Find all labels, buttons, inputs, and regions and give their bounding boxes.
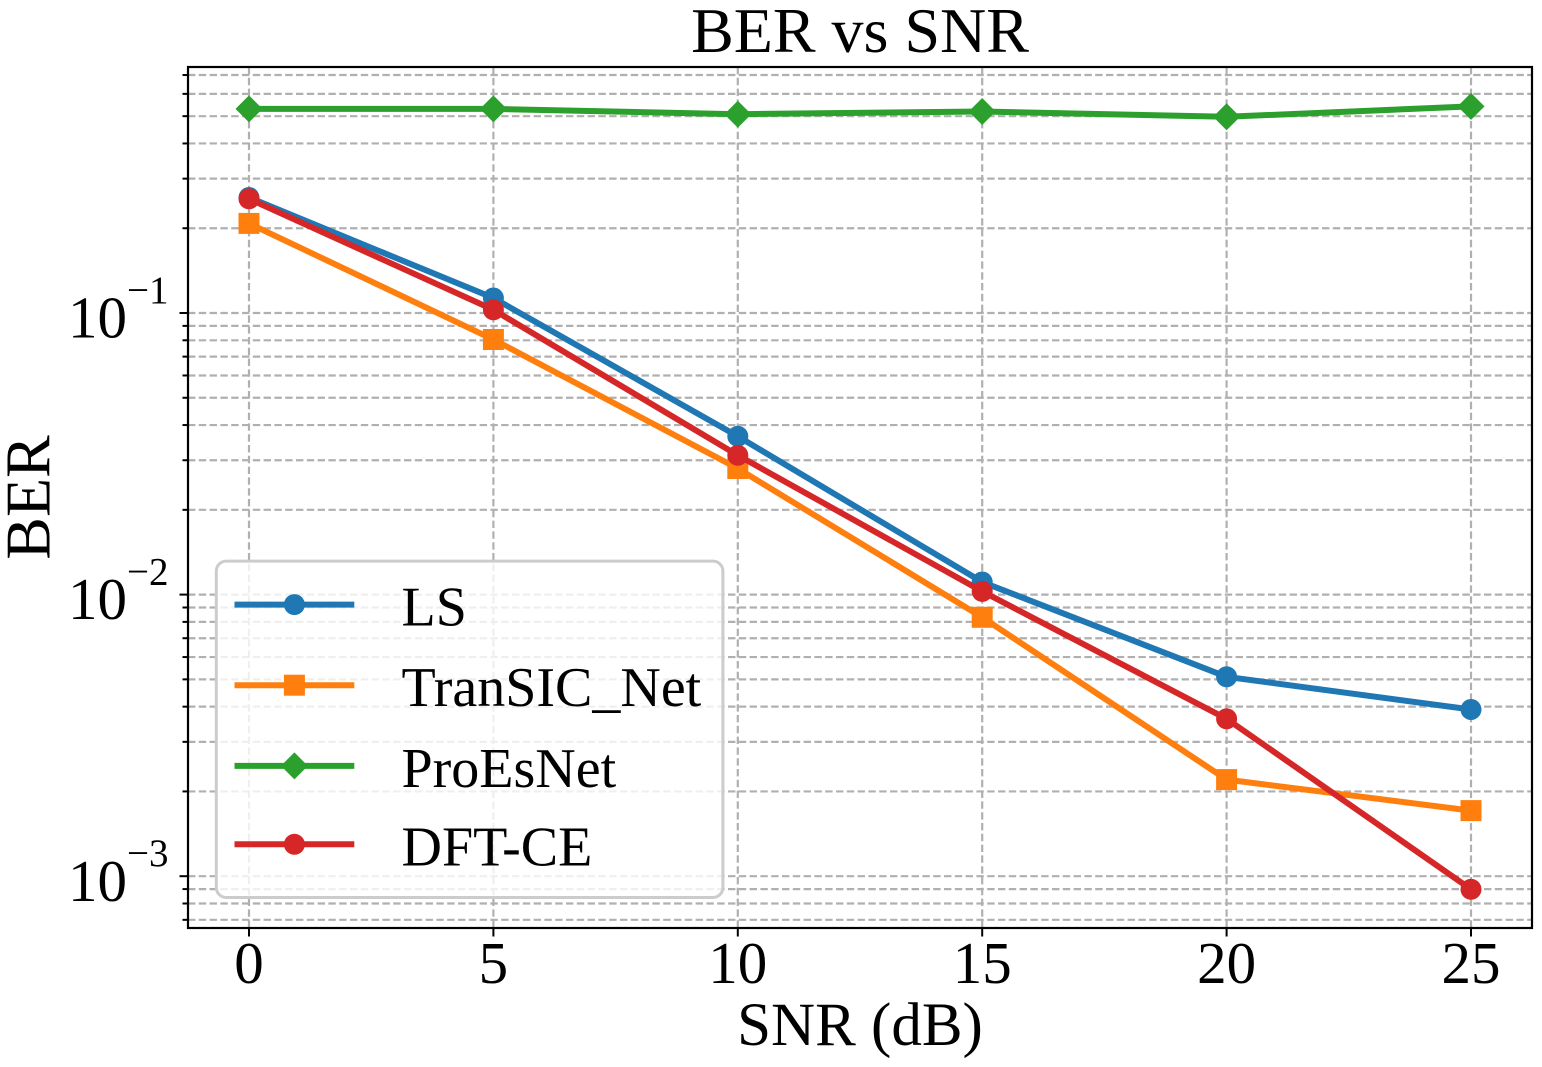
svg-text:SNR (dB): SNR (dB): [737, 992, 983, 1059]
svg-text:−2: −2: [127, 551, 169, 594]
svg-text:DFT-CE: DFT-CE: [402, 816, 593, 878]
svg-text:10: 10: [708, 930, 767, 996]
svg-text:−1: −1: [127, 269, 169, 312]
svg-text:BER vs SNR: BER vs SNR: [691, 0, 1029, 66]
svg-text:TranSIC_Net: TranSIC_Net: [402, 657, 702, 719]
svg-text:15: 15: [953, 930, 1012, 996]
svg-text:−3: −3: [127, 832, 169, 875]
svg-text:0: 0: [234, 930, 264, 996]
svg-text:BER: BER: [0, 435, 63, 560]
svg-text:10: 10: [68, 285, 127, 351]
svg-text:10: 10: [68, 848, 127, 914]
svg-text:25: 25: [1442, 930, 1501, 996]
svg-text:ProEsNet: ProEsNet: [402, 738, 617, 800]
svg-text:20: 20: [1197, 930, 1256, 996]
svg-text:LS: LS: [402, 577, 467, 639]
svg-text:5: 5: [479, 930, 509, 996]
svg-text:10: 10: [68, 566, 127, 632]
